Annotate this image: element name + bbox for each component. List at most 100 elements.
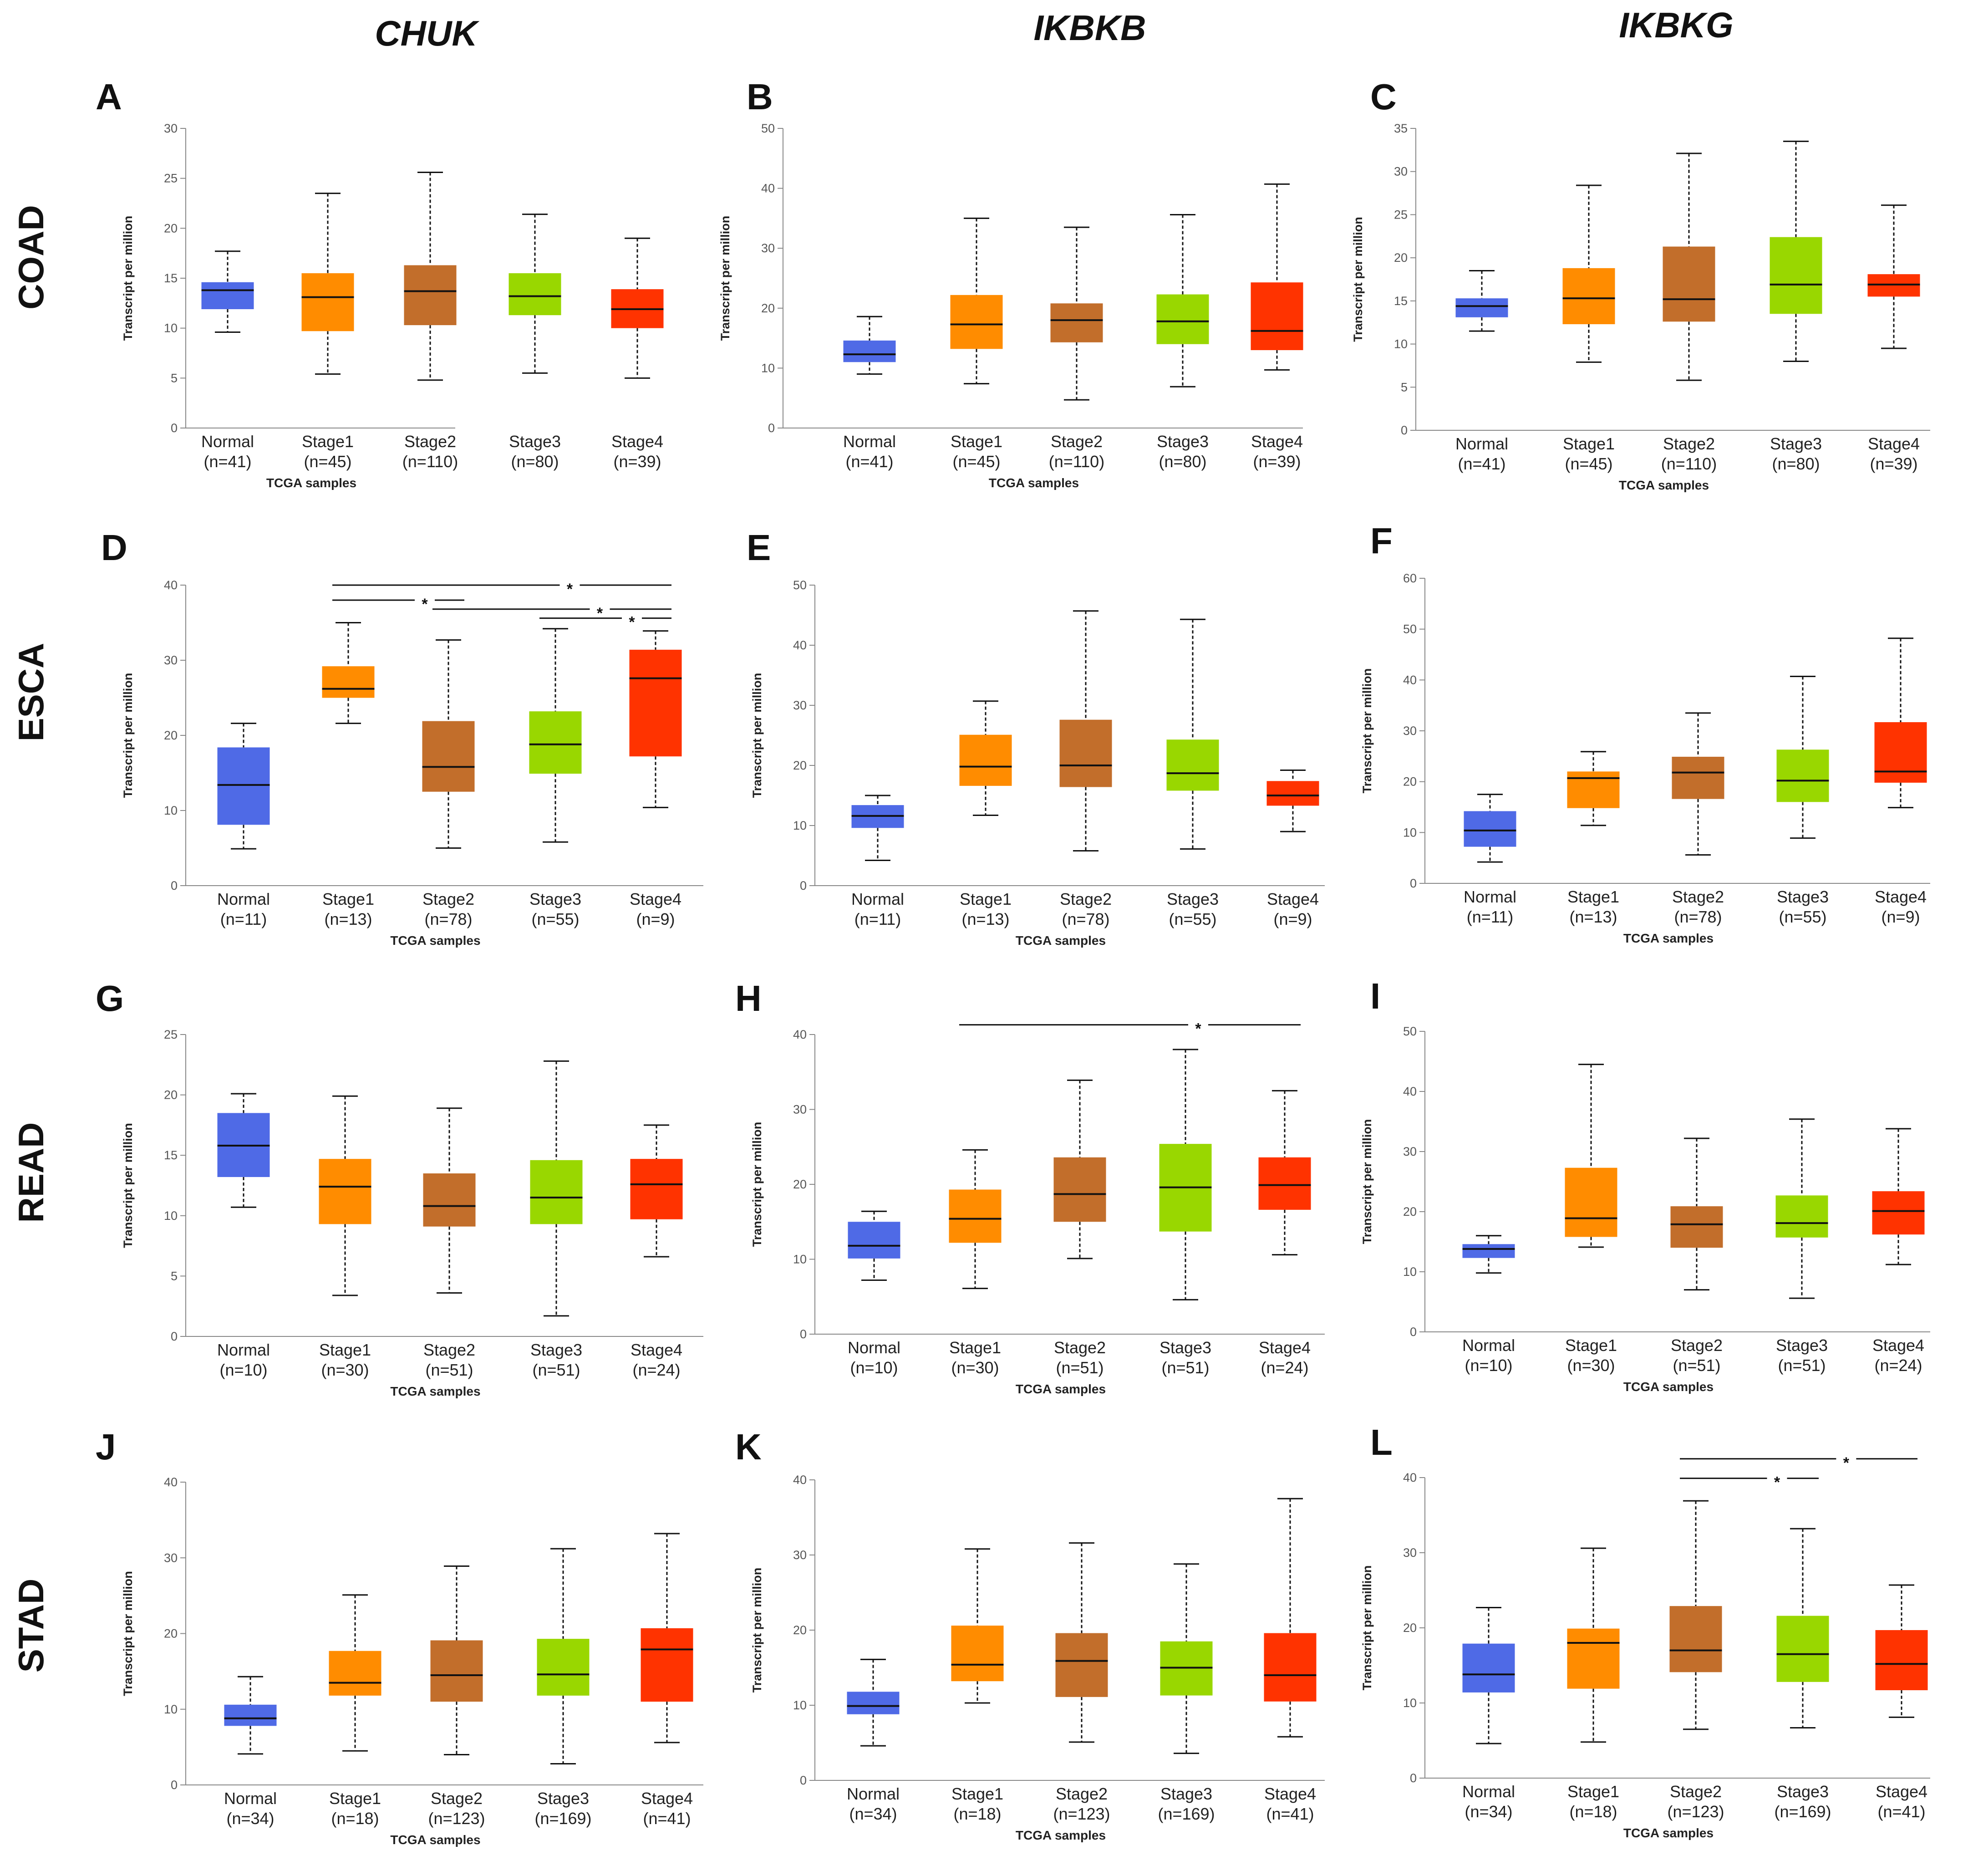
x-category-count: (n=39) [1870, 454, 1917, 473]
y-tick-label: 30 [164, 1551, 178, 1565]
x-category-label: Stage2 [431, 1789, 483, 1808]
x-category-label: Stage1 [319, 1341, 371, 1359]
x-axis-label: TCGA samples [989, 476, 1079, 490]
box-stage2 [422, 639, 475, 849]
box-stage1 [951, 1548, 1004, 1704]
y-tick-label: 40 [761, 182, 775, 195]
x-category-count: (n=30) [951, 1358, 999, 1377]
x-category-count: (n=18) [953, 1805, 1001, 1823]
x-category-count: (n=78) [424, 910, 472, 928]
box-stage4 [1266, 770, 1319, 832]
x-category-label: Stage2 [1670, 1782, 1722, 1801]
x-category-count: (n=51) [425, 1361, 473, 1379]
iqr-box [629, 649, 682, 757]
y-tick-label: 20 [793, 1178, 807, 1191]
y-tick-label: 0 [1410, 1771, 1417, 1785]
y-tick-label: 20 [793, 1623, 807, 1637]
significance-star: * [1774, 1474, 1780, 1491]
panels-layer: A 0 5 10 15 20 25 30 Transcript per million Norma… [96, 76, 1930, 1847]
panel-letter: F [1370, 520, 1393, 561]
x-category-count: (n=10) [850, 1358, 898, 1377]
iqr-box [1672, 756, 1724, 799]
significance-star: * [597, 605, 603, 622]
panel-letter: H [735, 978, 762, 1019]
y-tick-label: 20 [1394, 251, 1408, 265]
y-tick-label: 40 [164, 578, 178, 592]
x-category-label: Stage1 [1567, 887, 1619, 906]
x-category-count: (n=123) [1667, 1802, 1724, 1821]
x-category-count: (n=41) [1458, 454, 1505, 473]
y-tick-label: 0 [1410, 877, 1417, 890]
iqr-box [1875, 1630, 1928, 1690]
box-stage1 [1562, 184, 1615, 363]
panel-letter: D [101, 527, 127, 568]
x-category-count: (n=34) [849, 1805, 897, 1823]
box-stage3 [1776, 676, 1829, 839]
x-category-label: Stage3 [1770, 434, 1822, 453]
y-tick-label: 30 [1394, 165, 1408, 178]
iqr-box [319, 1159, 371, 1224]
y-axis-label: Transcript per million [1351, 217, 1365, 342]
x-category-count: (n=45) [952, 452, 1000, 471]
y-tick-label: 0 [171, 1778, 178, 1792]
x-category-count: (n=9) [636, 910, 675, 928]
x-category-label: Stage1 [960, 890, 1012, 908]
panel-f: F 0 10 20 30 40 50 60 Transcript per million Norm… [1360, 520, 1930, 945]
x-category-count: (n=45) [304, 452, 351, 471]
y-axis-label: Transcript per million [750, 1568, 764, 1693]
iqr-box [423, 1173, 476, 1227]
y-tick-label: 10 [1403, 826, 1417, 839]
y-tick-label: 0 [171, 1330, 178, 1343]
x-category-label: Normal [843, 432, 896, 451]
panel-g: G 0 5 10 15 20 25 Transcript per million Normal (… [96, 978, 703, 1398]
x-category-label: Stage4 [641, 1789, 693, 1808]
y-tick-label: 15 [1394, 294, 1408, 308]
x-category-count: (n=80) [1159, 452, 1206, 471]
iqr-box [630, 1159, 683, 1219]
box-normal [1464, 794, 1516, 863]
panel-a: A 0 5 10 15 20 25 30 Transcript per million Norma… [96, 76, 664, 490]
y-tick-label: 10 [793, 1253, 807, 1266]
box-normal [217, 723, 270, 850]
x-category-label: Stage2 [1051, 432, 1103, 451]
iqr-box [843, 340, 896, 362]
x-category-label: Stage1 [1563, 434, 1615, 453]
y-tick-label: 25 [1394, 208, 1408, 221]
iqr-box [1156, 294, 1209, 344]
x-category-count: (n=9) [1881, 907, 1920, 926]
box-normal [224, 1676, 277, 1755]
iqr-box [537, 1639, 590, 1696]
box-stage3 [1770, 140, 1822, 362]
x-category-label: Stage4 [1264, 1784, 1316, 1803]
y-tick-label: 0 [1410, 1325, 1417, 1339]
x-category-count: (n=18) [331, 1809, 379, 1828]
box-stage1 [319, 1095, 371, 1296]
panel-letter: I [1370, 976, 1380, 1016]
box-stage3 [1160, 1563, 1213, 1754]
x-category-label: Stage3 [1777, 887, 1829, 906]
iqr-box [641, 1628, 693, 1702]
panel-c: C 0 5 10 15 20 25 30 35 Transcript per million Nor… [1351, 76, 1930, 492]
y-tick-label: 30 [1403, 1546, 1417, 1560]
panel-b: B 0 10 20 30 40 50 Transcript per million Normal… [718, 76, 1303, 490]
x-category-label: Stage1 [329, 1789, 381, 1808]
x-category-count: (n=34) [1465, 1802, 1512, 1821]
iqr-box [529, 711, 582, 774]
iqr-box [1565, 1167, 1617, 1237]
x-category-label: Normal [851, 890, 904, 908]
iqr-box [1266, 781, 1319, 806]
iqr-box [1166, 739, 1219, 791]
y-tick-label: 0 [800, 879, 807, 892]
panel-letter: J [96, 1427, 116, 1467]
x-category-label: Stage4 [630, 890, 681, 908]
x-category-label: Stage4 [1868, 434, 1920, 453]
x-category-label: Stage4 [1267, 890, 1319, 908]
y-tick-label: 20 [761, 301, 775, 315]
box-stage4 [1251, 183, 1303, 371]
box-stage1 [329, 1594, 381, 1752]
y-tick-label: 30 [164, 653, 178, 667]
box-normal [847, 1658, 900, 1747]
y-tick-label: 10 [793, 1698, 807, 1712]
iqr-box [1776, 749, 1829, 802]
